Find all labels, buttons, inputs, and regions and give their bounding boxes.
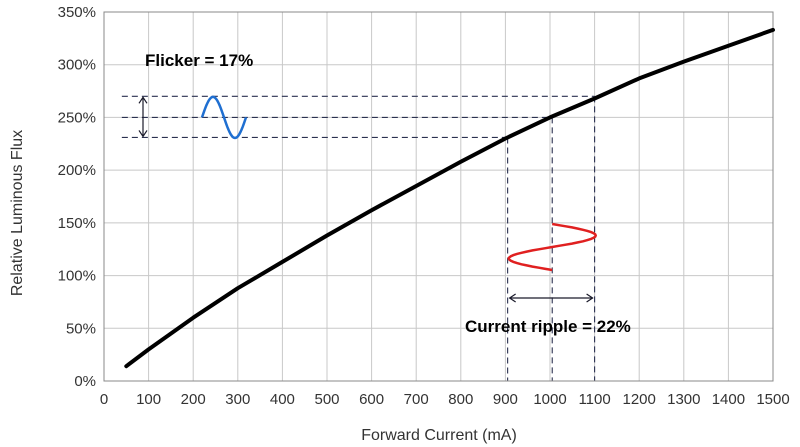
ripple-arrowhead-right: [586, 293, 594, 303]
flux-sine-wave: [200, 95, 248, 140]
y-tick-label: 150%: [58, 215, 96, 232]
y-tick-label: 300%: [58, 57, 96, 74]
x-tick-label: 1000: [533, 391, 566, 408]
y-tick-label: 250%: [58, 109, 96, 126]
x-tick-label: 0: [100, 391, 108, 408]
x-tick-label: 100: [136, 391, 161, 408]
x-tick-label: 1100: [578, 391, 610, 408]
flicker-arrowhead-bottom: [138, 130, 148, 138]
ripple-arrowhead-left: [508, 293, 516, 303]
y-axis-title: Relative Luminous Flux: [9, 130, 26, 296]
x-tick-label: 300: [225, 391, 250, 408]
y-tick-label: 50%: [66, 320, 96, 337]
flicker-label: Flicker = 17%: [145, 51, 253, 70]
x-tick-label: 400: [270, 391, 295, 408]
grid: [103, 11, 774, 382]
x-tick-label: 1300: [667, 391, 700, 408]
y-tick-label: 200%: [58, 162, 96, 179]
x-tick-label: 600: [359, 391, 384, 408]
current-sine-wave: [507, 222, 598, 272]
y-tick-label: 100%: [58, 268, 96, 285]
x-tick-label: 700: [404, 391, 429, 408]
x-tick-label: 1400: [712, 391, 745, 408]
x-tick-label: 1200: [623, 391, 656, 408]
range-arrows: [138, 96, 594, 303]
x-tick-label: 800: [448, 391, 473, 408]
guide-lines: [121, 95, 596, 381]
tick-labels: 0 100 200 300 400 500 600 700 800 900 1000 1100 1200…: [58, 4, 790, 408]
plot-frame: [103, 11, 774, 382]
x-tick-label: 200: [181, 391, 206, 408]
x-tick-label: 1500: [756, 391, 789, 408]
x-tick-label: 500: [314, 391, 339, 408]
flux-curve: [124, 27, 775, 369]
y-tick-label: 0%: [74, 373, 96, 390]
ripple-label: Current ripple = 22%: [465, 317, 631, 336]
x-tick-label: 900: [493, 391, 518, 408]
x-axis-title: Forward Current (mA): [361, 427, 517, 444]
y-tick-label: 350%: [58, 4, 96, 21]
flicker-arrowhead-top: [138, 96, 148, 104]
